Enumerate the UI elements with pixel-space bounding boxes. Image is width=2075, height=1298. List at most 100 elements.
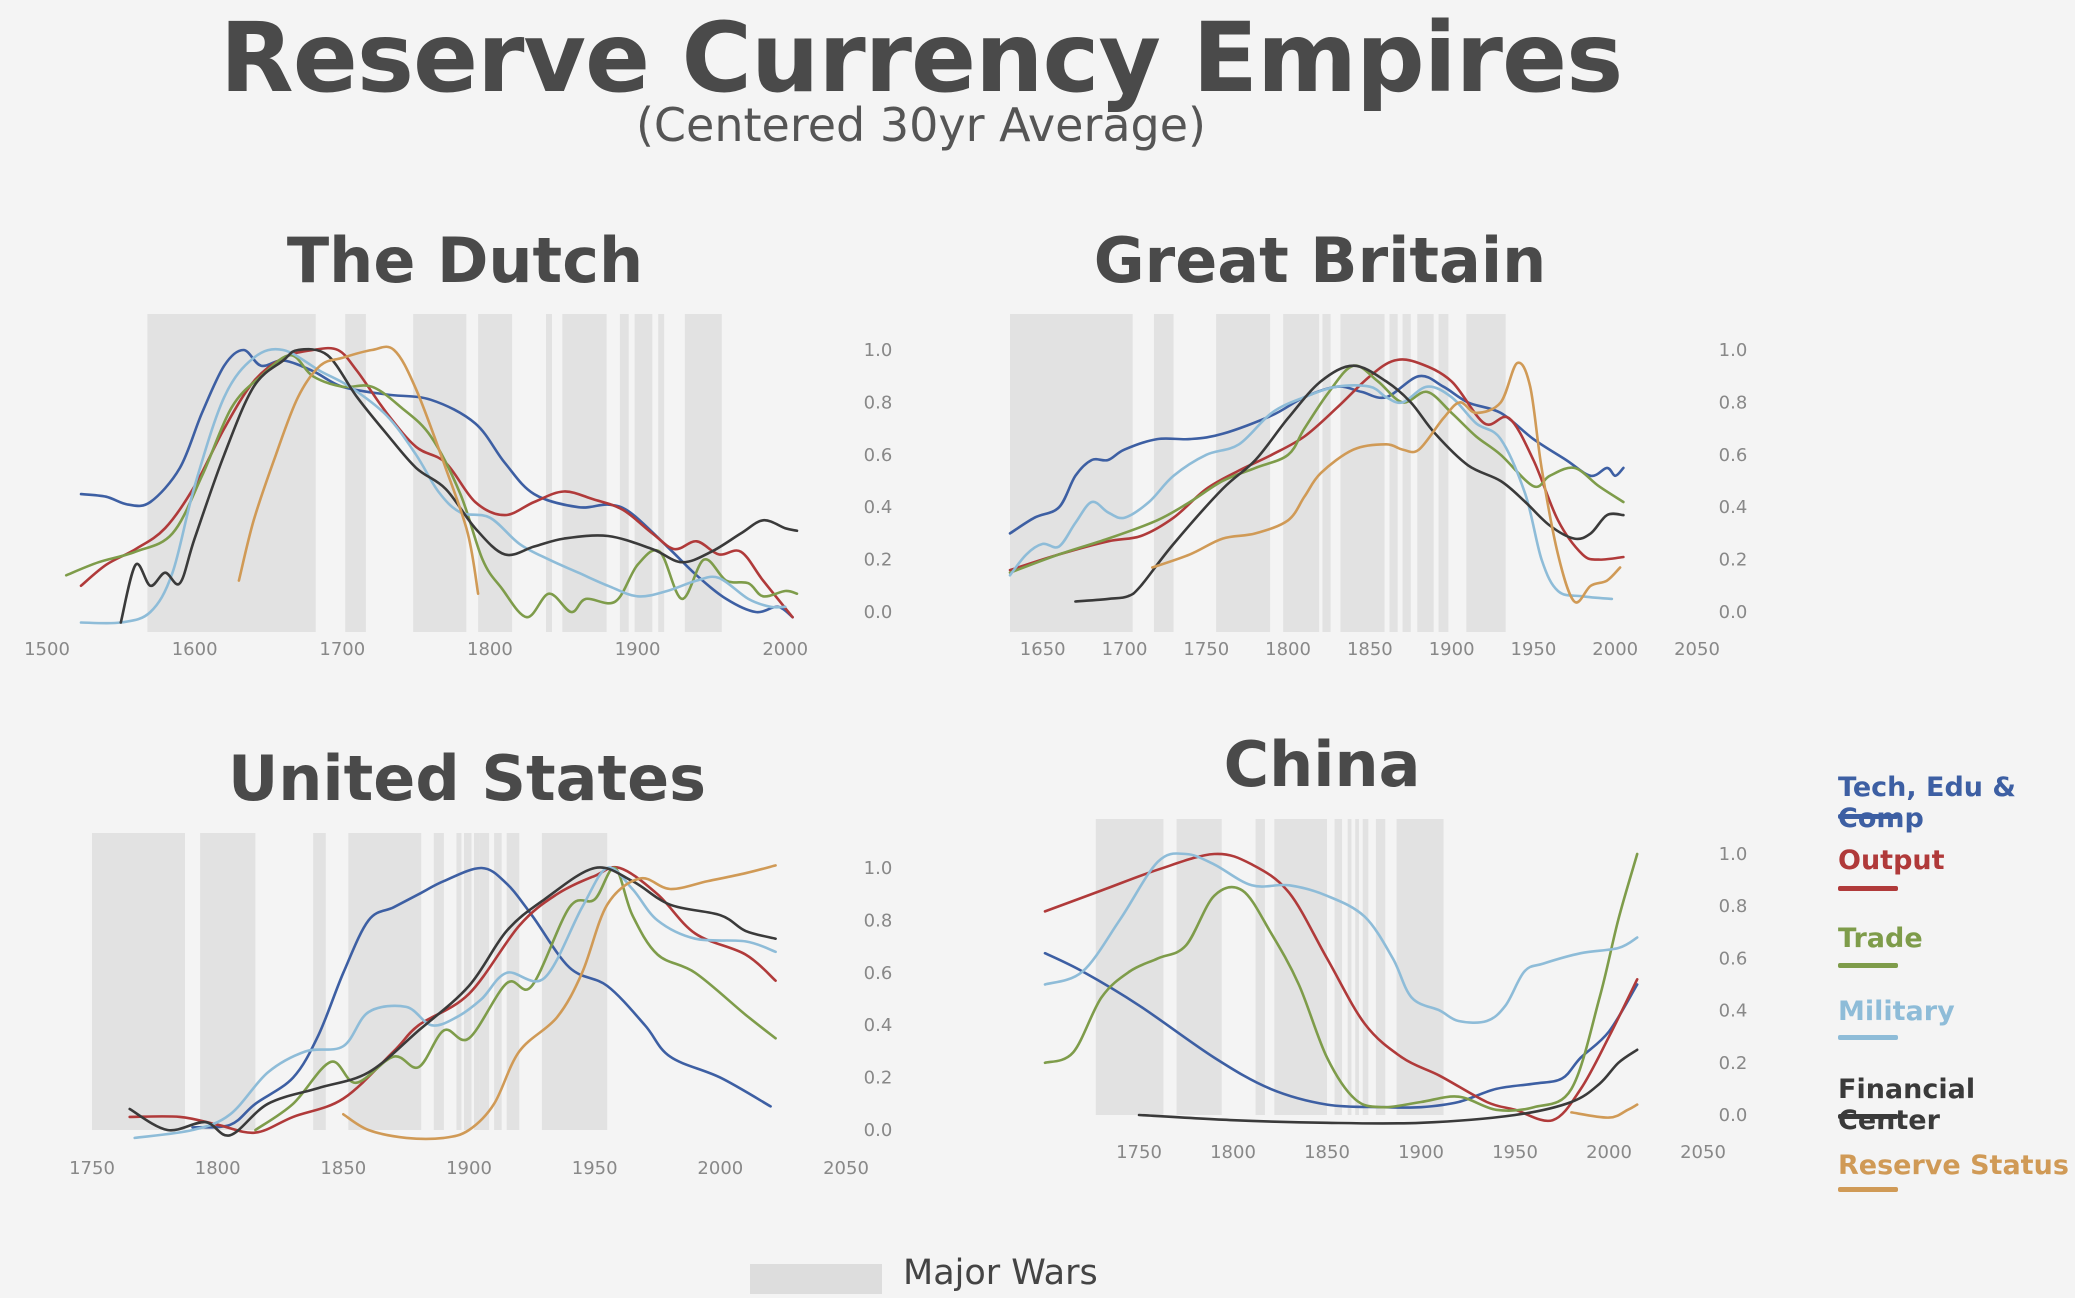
y-tick-label: 1.0	[864, 340, 893, 361]
legend-swatch-output	[1838, 886, 1898, 891]
y-tick-label: 1.0	[1719, 340, 1748, 361]
x-tick-label: 1600	[172, 639, 218, 660]
war-band	[1347, 819, 1352, 1115]
chart-the-dutch: The Dutch 1.0 0.8 0.6 0.4 0.2 0.0 1500 1600 1700 1…	[24, 224, 892, 660]
series-line-reserve-status	[1570, 1103, 1639, 1119]
war-band	[1322, 314, 1331, 632]
war-band	[1438, 314, 1449, 632]
major-wars-swatch	[750, 1264, 882, 1294]
y-tick-label: 0.6	[1719, 445, 1748, 466]
y-tick-label: 0.0	[1719, 602, 1748, 623]
series-line-trade	[64, 353, 799, 619]
legend-swatch-trade	[1838, 963, 1898, 968]
war-band	[1417, 314, 1434, 632]
war-band	[1283, 314, 1320, 632]
series-line-military	[1043, 852, 1639, 1024]
war-band	[474, 833, 480, 1130]
x-tick-label: 1750	[1116, 1142, 1162, 1163]
chart-china: China 1.0 0.8 0.6 0.4 0.2 0.0 1750 1800 1850 1900 1…	[1043, 728, 1748, 1163]
chart-title: China	[1224, 728, 1421, 801]
legend-swatch-tech	[1838, 814, 1898, 819]
x-tick-label: 1850	[1347, 639, 1393, 660]
x-tick-label: 1750	[69, 1158, 115, 1179]
x-tick-label: 1850	[320, 1158, 366, 1179]
war-band	[313, 833, 326, 1130]
x-tick-label: 2050	[823, 1158, 869, 1179]
war-band	[478, 314, 513, 632]
legend-label-tech: Tech, Edu & Comp	[1838, 772, 2016, 834]
y-tick-label: 0.2	[1719, 550, 1748, 571]
war-band	[1274, 819, 1327, 1115]
war-band	[1334, 819, 1343, 1115]
x-tick-label: 1950	[1511, 639, 1557, 660]
y-tick-label: 0.2	[864, 550, 893, 571]
war-band	[494, 833, 502, 1130]
series-line-military	[133, 866, 777, 1140]
x-tick-label: 1800	[1210, 1142, 1256, 1163]
y-tick-label: 0.0	[1719, 1105, 1748, 1126]
war-band	[1153, 314, 1174, 632]
series-line-reserve-status	[237, 345, 480, 595]
war-band	[1396, 819, 1444, 1115]
y-tick-label: 0.4	[1719, 1001, 1748, 1022]
y-tick-label: 0.6	[864, 445, 893, 466]
y-tick-label: 0.4	[864, 497, 893, 518]
legend-label-financial: Financial Center	[1838, 1074, 1976, 1136]
y-tick-label: 0.4	[1719, 497, 1748, 518]
war-band	[1402, 314, 1411, 632]
chart-united-states: United States 1.0 0.8 0.6 0.4 0.2 0.0 1750 1800 1…	[69, 742, 892, 1179]
x-tick-label: 1700	[1102, 639, 1148, 660]
x-tick-label: 1800	[1265, 639, 1311, 660]
x-tick-label: 1950	[572, 1158, 618, 1179]
legend-label-trade: Trade	[1838, 923, 1923, 954]
x-tick-label: 1850	[1304, 1142, 1350, 1163]
legend-label-military: Military	[1838, 996, 1955, 1027]
x-tick-label: 1900	[615, 639, 661, 660]
war-band	[562, 314, 607, 632]
legend-swatch-reserve	[1838, 1187, 1898, 1192]
war-band	[1176, 819, 1222, 1115]
y-tick-label: 0.8	[864, 392, 893, 413]
war-band	[92, 833, 185, 1130]
series-line-financial-center	[128, 866, 777, 1137]
series-line-trade	[1008, 364, 1625, 574]
war-band	[634, 314, 653, 632]
series-line-output	[1043, 852, 1639, 1123]
x-tick-label: 1800	[467, 639, 513, 660]
y-tick-label: 0.2	[1719, 1053, 1748, 1074]
page-subtitle: (Centered 30yr Average)	[635, 98, 1206, 152]
series-line-financial-center	[119, 347, 799, 624]
series-line-tech-edu-comp	[79, 348, 794, 619]
legend-swatch-military	[1838, 1035, 1898, 1040]
war-band	[463, 833, 472, 1130]
y-tick-label: 0.6	[1719, 948, 1748, 969]
y-tick-label: 0.8	[1719, 896, 1748, 917]
series-line-trade	[254, 866, 777, 1132]
war-band	[546, 314, 552, 632]
series-line-military	[79, 347, 787, 625]
x-tick-label: 2000	[1586, 1142, 1632, 1163]
x-tick-label: 2000	[1592, 639, 1638, 660]
war-band	[200, 833, 256, 1130]
y-tick-label: 0.4	[864, 1015, 893, 1036]
war-band	[658, 314, 665, 632]
x-tick-label: 1700	[319, 639, 365, 660]
war-band	[1095, 819, 1164, 1115]
x-tick-label: 2000	[762, 639, 808, 660]
chart-title: Great Britain	[1094, 224, 1547, 297]
war-band	[1375, 819, 1386, 1115]
war-band	[433, 833, 444, 1130]
y-tick-label: 0.0	[864, 602, 893, 623]
legend-label-reserve: Reserve Status	[1838, 1150, 2069, 1181]
x-tick-label: 2000	[697, 1158, 743, 1179]
chart-title: The Dutch	[287, 224, 643, 297]
y-tick-label: 0.8	[864, 910, 893, 931]
series-line-tech-edu-comp	[1043, 951, 1639, 1109]
war-band	[619, 314, 629, 632]
war-band	[456, 833, 462, 1130]
page-title: Reserve Currency Empires	[219, 2, 1623, 114]
x-tick-label: 2050	[1680, 1142, 1726, 1163]
y-tick-label: 0.6	[864, 963, 893, 984]
x-tick-label: 1800	[195, 1158, 241, 1179]
